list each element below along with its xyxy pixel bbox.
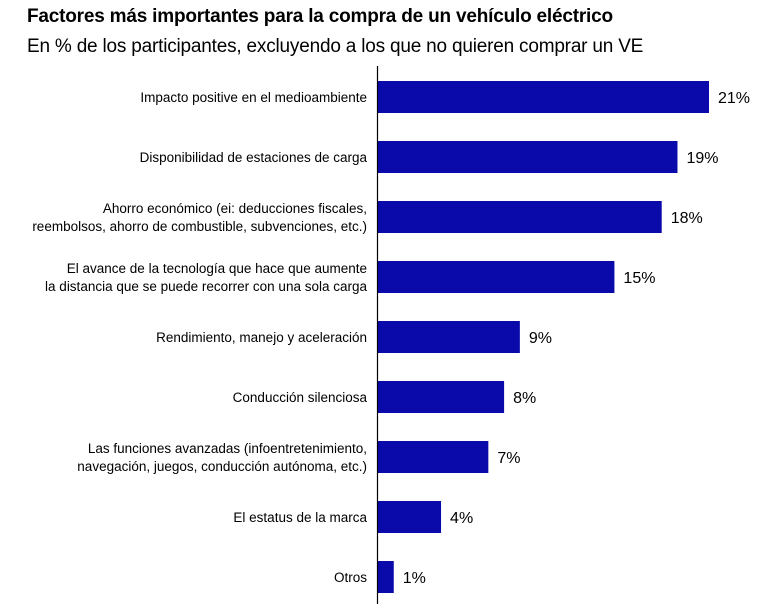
value-label: 19% [686,150,718,167]
value-label: 1% [403,570,426,587]
category-label: la distancia que se puede recorrer con u… [45,279,367,294]
chart-title: Factores más importantes para la compra … [27,6,613,27]
chart-subtitle: En % de los participantes, excluyendo a … [27,36,644,57]
bar [378,261,615,293]
category-label: Rendimiento, manejo y aceleración [156,330,367,345]
category-labels-group: Impacto positive en el medioambiente Disp… [32,90,367,585]
value-label: 7% [497,450,520,467]
category-label: Otros [334,570,367,585]
category-label: El estatus de la marca [233,510,367,525]
category-label: Conducción silenciosa [233,390,368,405]
category-label: navegación, juegos, conducción autónoma,… [77,459,367,474]
bar [378,321,520,353]
category-label: Ahorro económico (ei: deducciones fiscal… [103,201,367,216]
category-label: Disponibilidad de estaciones de carga [140,150,368,165]
category-label: El avance de la tecnología que hace que … [67,261,367,276]
bar [378,441,489,473]
bar [378,141,678,173]
bar [378,501,442,533]
value-labels-group: 21% 19% 18% 15% 9% 8% 7% 4% 1% [403,90,750,587]
category-label: Impacto positive en el medioambiente [140,90,367,105]
value-label: 21% [718,90,750,107]
bar [378,561,394,593]
category-label: Las funciones avanzadas (infoentretenimi… [88,441,367,456]
value-label: 8% [513,390,536,407]
bar [378,201,662,233]
value-label: 15% [623,270,655,287]
bars-group [378,81,709,593]
value-label: 9% [529,330,552,347]
value-label: 18% [671,210,703,227]
category-label: reembolsos, ahorro de combustible, subve… [32,219,367,234]
value-label: 4% [450,510,473,527]
bar [378,381,505,413]
bar [378,81,709,113]
